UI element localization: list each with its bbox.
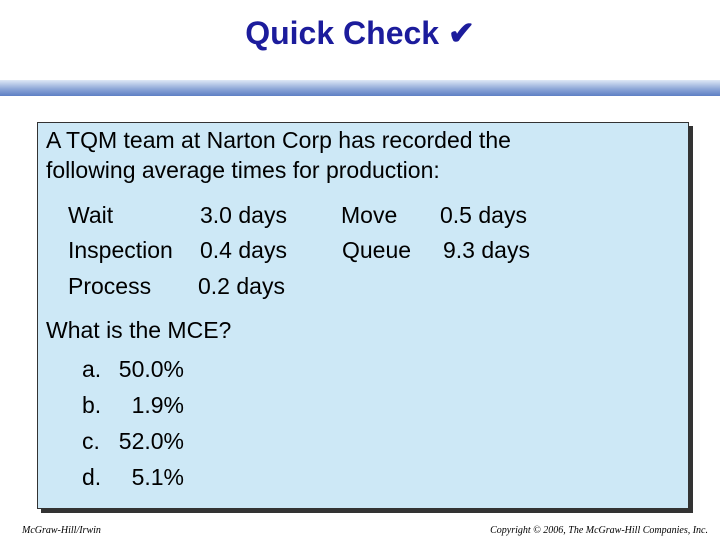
time-label: Process — [68, 273, 152, 299]
choice-value: 50.0% — [118, 356, 184, 382]
time-value: 0.4 days — [200, 237, 287, 263]
time-label: Queue — [342, 237, 412, 263]
time-value: 3.0 days — [200, 202, 287, 228]
choice-value: 5.1% — [131, 464, 184, 490]
choice-letter: c. — [82, 428, 100, 454]
question: What is the MCE? — [46, 317, 232, 343]
time-label: Wait — [68, 202, 114, 228]
time-label: Move — [341, 202, 398, 228]
choice-value: 52.0% — [118, 428, 184, 454]
time-value: 0.5 days — [440, 202, 527, 228]
choice-value: 1.9% — [131, 392, 184, 418]
title-bar — [0, 80, 720, 96]
time-value: 9.3 days — [443, 237, 530, 263]
footer-left: McGraw-Hill/Irwin — [22, 525, 101, 536]
choice-letter: d. — [82, 464, 102, 490]
content-box — [37, 122, 689, 509]
intro-line: A TQM team at Narton Corp has recorded t… — [46, 127, 511, 153]
time-label: Inspection — [68, 237, 173, 263]
choice-letter: b. — [82, 392, 102, 418]
time-value: 0.2 days — [198, 273, 285, 299]
choice-letter: a. — [82, 356, 102, 382]
intro-line: following average times for production: — [46, 157, 440, 183]
title: Quick Check ✔ — [245, 15, 475, 51]
footer-right: Copyright © 2006, The McGraw-Hill Compan… — [490, 525, 708, 536]
